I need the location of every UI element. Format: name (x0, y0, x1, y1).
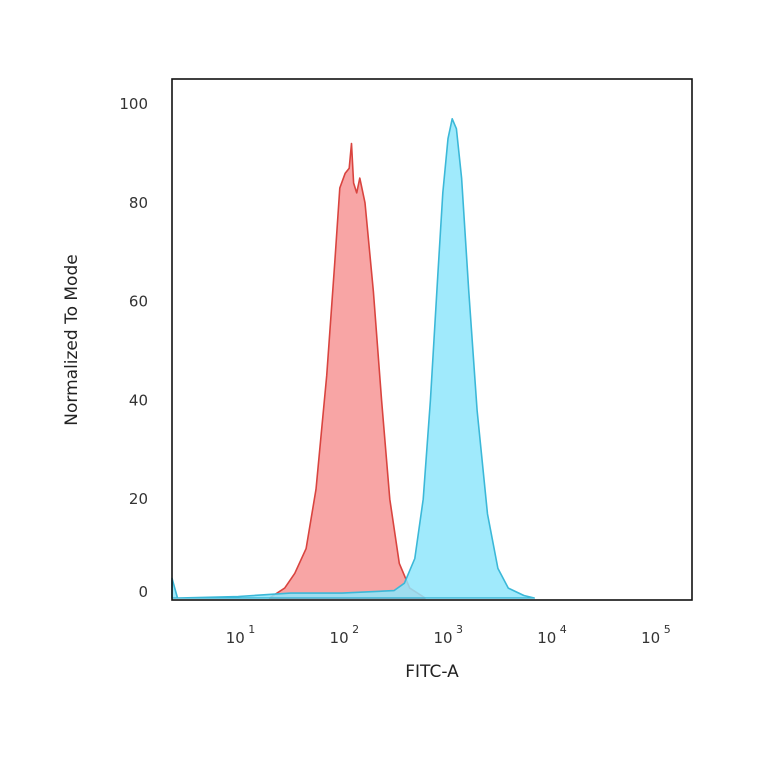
x-tick-label: 10 (537, 629, 556, 647)
y-axis-label: Normalized To Mode (62, 254, 82, 425)
histogram-red-series (268, 142, 426, 599)
x-tick-labels: 10 1 10 2 10 3 10 4 10 5 (226, 623, 671, 647)
histogram-blue-series (171, 118, 535, 599)
x-tick-label: 10 (433, 629, 452, 647)
y-tick-label: 100 (119, 95, 148, 113)
y-tick-label: 40 (129, 391, 148, 409)
x-tick-exponent: 3 (456, 623, 463, 636)
x-tick-label: 10 (641, 629, 660, 647)
x-tick-exponent: 5 (664, 623, 671, 636)
series-layer (171, 118, 535, 599)
y-tick-label: 60 (129, 293, 148, 311)
plot-frame (171, 78, 693, 601)
x-tick-label: 10 (330, 629, 349, 647)
y-tick-labels: 0 20 40 60 80 100 (119, 95, 148, 601)
y-tick-label: 80 (129, 194, 148, 212)
y-tick-label: 0 (138, 583, 148, 601)
x-tick-exponent: 1 (248, 623, 255, 636)
x-tick-exponent: 2 (352, 623, 359, 636)
x-axis-label: FITC-A (405, 662, 459, 682)
x-tick-label: 10 (226, 629, 245, 647)
x-tick-exponent: 4 (560, 623, 567, 636)
y-tick-label: 20 (129, 490, 148, 508)
